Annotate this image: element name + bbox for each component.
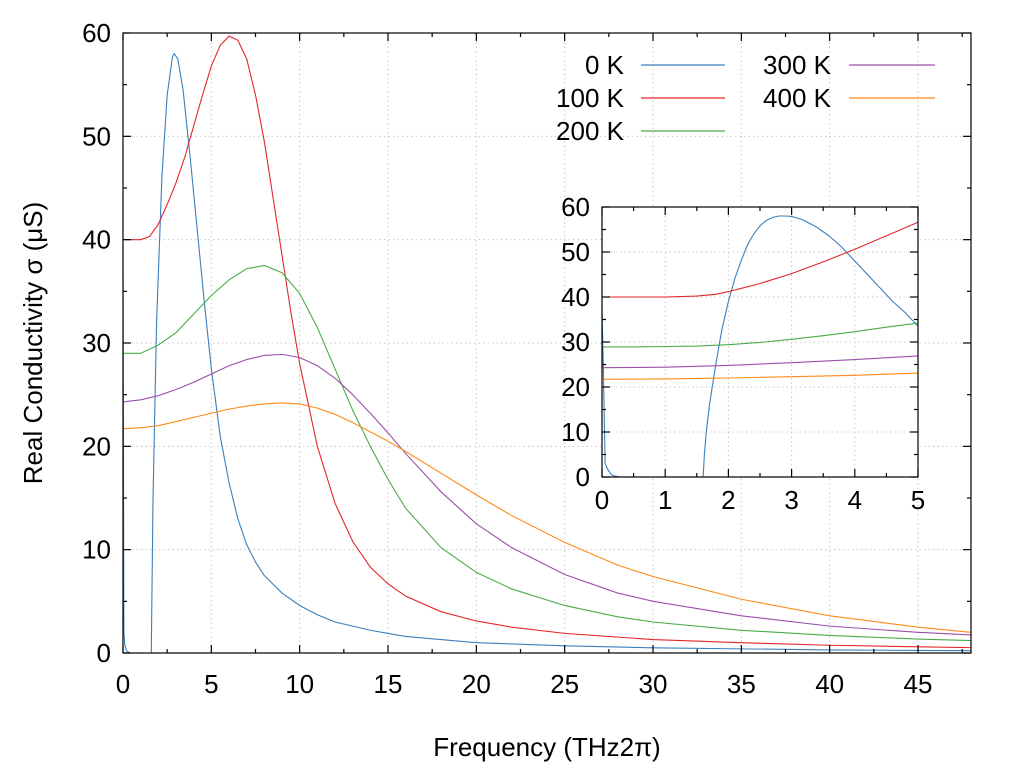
main-x-tick-label: 30 [639,669,668,699]
inset-y-tick-label: 30 [561,327,590,357]
main-series-line-400k [122,402,972,633]
inset-series-line-400k [601,372,919,380]
inset-series-line-300k [601,355,919,369]
inset-y-tick-label: 10 [561,417,590,447]
main-series-group [122,35,972,654]
legend-label-100k: 100 K [556,83,625,113]
main-y-tick-label: 10 [82,535,111,565]
main-x-tick-label: 15 [374,669,403,699]
main-y-tick-label: 60 [82,18,111,48]
main-x-tick-label: 0 [116,669,130,699]
inset-x-tick-label: 3 [784,485,798,515]
legend-label-0k: 0 K [585,50,625,80]
main-ticks [122,32,971,654]
main-x-tick-label: 20 [462,669,491,699]
inset-series-group [601,215,919,478]
main-y-tick-label: 0 [97,638,111,668]
main-y-tick-label: 30 [82,328,111,358]
inset-y-tick-label: 40 [561,282,590,312]
legend-label-200k: 200 K [556,116,625,146]
inset-series-line-100k [602,221,919,298]
main-series-line-100k [123,35,972,649]
inset-x-tick-label: 1 [658,485,672,515]
inset-x-tick-label: 5 [911,485,925,515]
main-x-tick-label: 45 [904,669,933,699]
main-x-tick-label: 10 [285,669,314,699]
legend-label-300k: 300 K [763,50,832,80]
main-y-tick-label: 40 [82,225,111,255]
main-x-tick-label: 40 [815,669,844,699]
main-series-line-300k [122,353,972,636]
main-x-tick-label: 25 [550,669,579,699]
y-axis-label: Real Conductivity σ (μS) [18,202,48,484]
inset-x-tick-label: 4 [848,485,862,515]
inset-y-tick-label: 20 [561,372,590,402]
legend-label-400k: 400 K [763,83,832,113]
inset-y-tick-label: 50 [561,237,590,267]
inset-x-tick-label: 2 [721,485,735,515]
inset-series-line-0k [601,215,919,478]
inset-series-line-200k [602,322,919,348]
inset-ticks [601,206,919,478]
x-axis-label: Frequency (THz2π) [433,732,660,762]
main-y-tick-label: 20 [82,431,111,461]
main-x-tick-label: 35 [727,669,756,699]
main-x-tick-label: 5 [204,669,218,699]
inset-x-tick-label: 0 [595,485,609,515]
inset-y-tick-label: 0 [576,462,590,492]
main-y-tick-label: 50 [82,121,111,151]
main-series-line-0k [122,52,972,654]
inset-y-tick-label: 60 [561,192,590,222]
main-series-line-200k [123,264,972,642]
